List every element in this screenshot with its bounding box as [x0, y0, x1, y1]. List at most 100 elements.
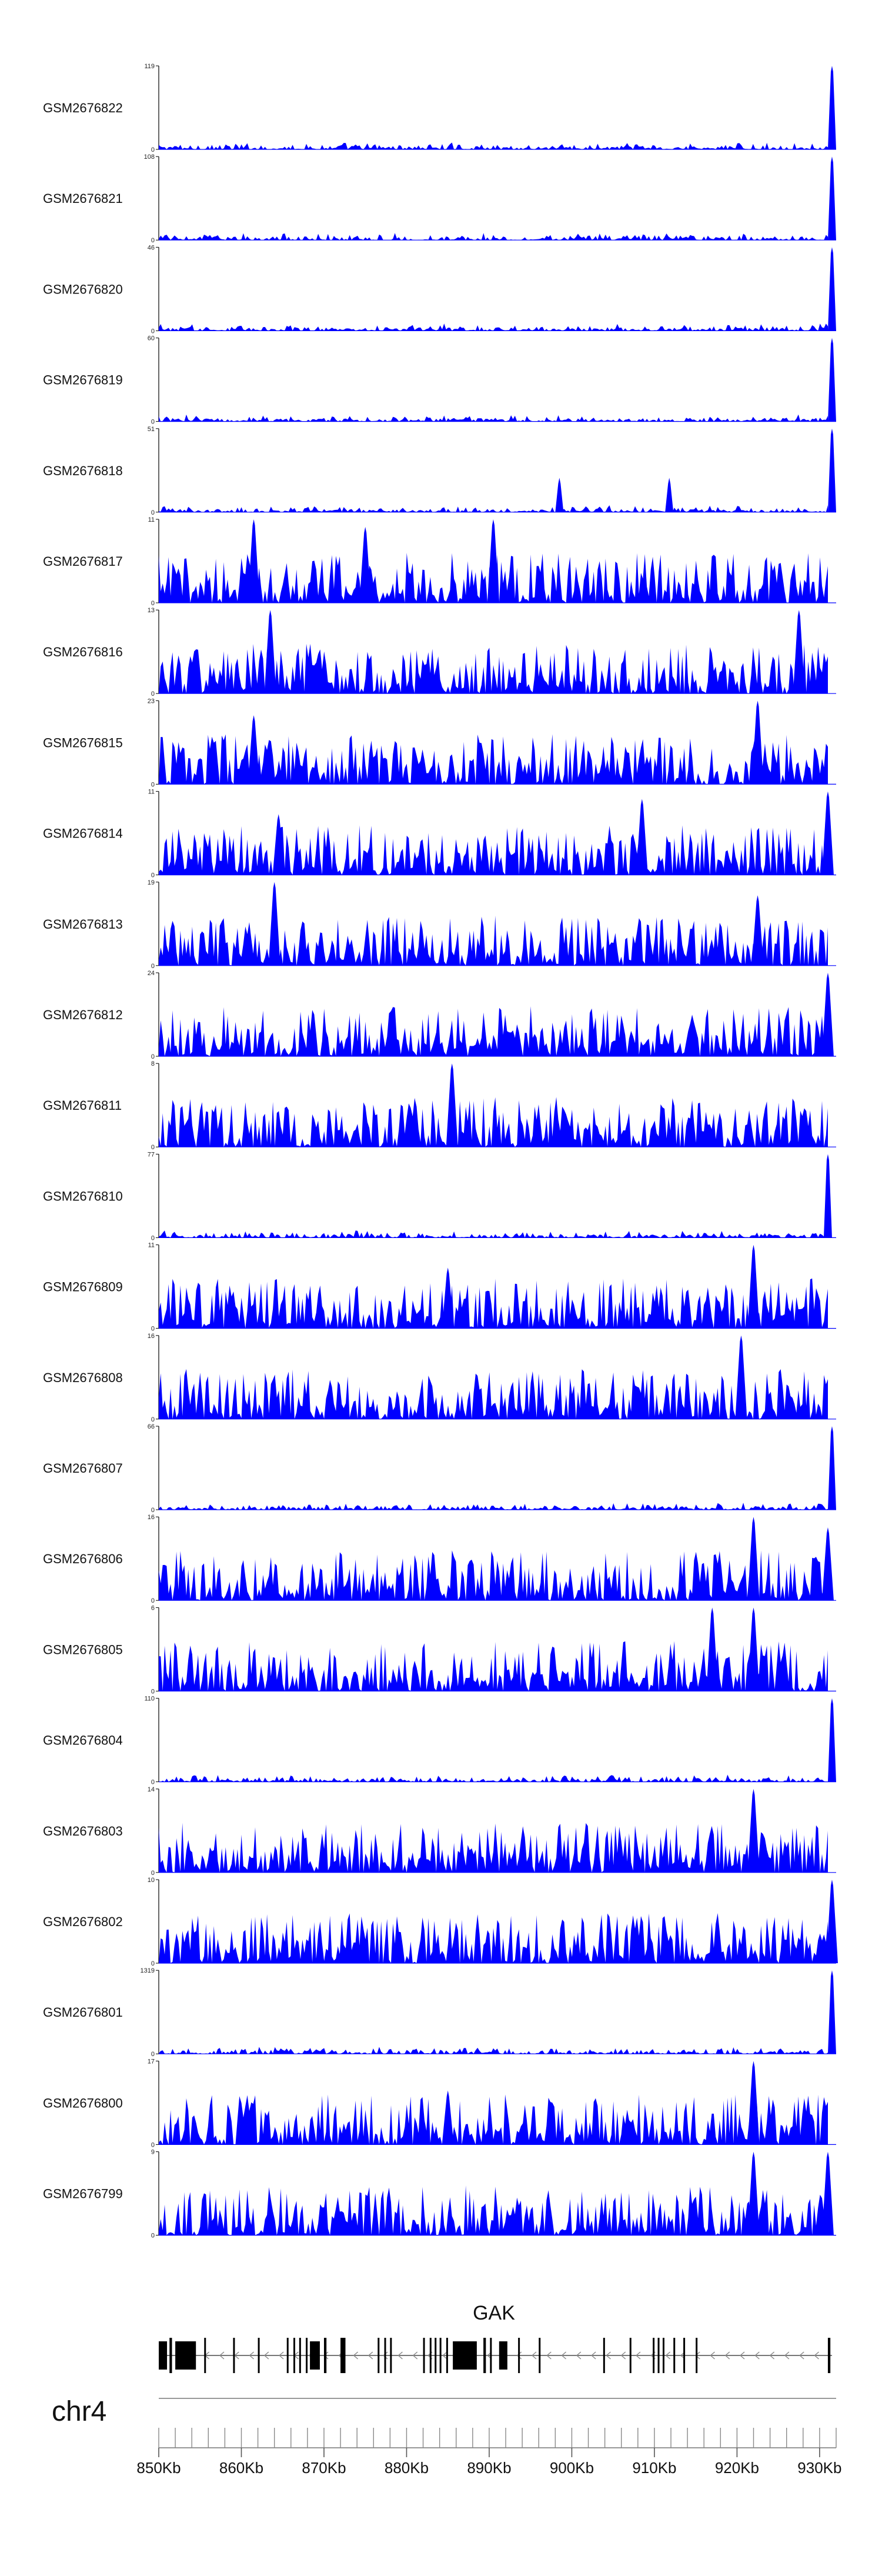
- y-min-label: 0: [151, 963, 155, 970]
- signal-area: [159, 2094, 828, 2145]
- strand-arrow: [279, 2351, 284, 2360]
- track-label: GSM2676819: [43, 373, 123, 388]
- signal-area: [159, 643, 828, 694]
- peak: [827, 156, 836, 241]
- track-GSM2676802: GSM2676802 10 0: [43, 1877, 838, 1967]
- strand-arrow: [754, 2351, 760, 2360]
- peak: [827, 1970, 836, 2054]
- track-label: GSM2676812: [43, 1007, 123, 1022]
- exon: [340, 2338, 346, 2373]
- exon: [453, 2341, 477, 2370]
- exon: [518, 2338, 520, 2373]
- peak: [827, 247, 836, 331]
- y-max-label: 11: [148, 1242, 155, 1249]
- track-GSM2676810: GSM2676810 77 0: [43, 1151, 836, 1242]
- peak: [751, 700, 764, 785]
- y-min-label: 0: [151, 781, 155, 788]
- track-GSM2676814: GSM2676814 11 0: [43, 789, 836, 879]
- peak: [442, 2090, 454, 2145]
- strand-arrow: [412, 2351, 418, 2360]
- exon: [429, 2338, 432, 2373]
- gene-name: GAK: [473, 2302, 515, 2324]
- peak: [555, 478, 564, 512]
- exon: [310, 2341, 320, 2370]
- signal-area: [159, 825, 828, 875]
- exon: [306, 2338, 308, 2373]
- signal-area: [159, 1369, 828, 1419]
- strand-arrow: [368, 2351, 373, 2360]
- strand-arrow: [397, 2351, 403, 2360]
- peak: [751, 895, 764, 966]
- exon: [299, 2338, 301, 2373]
- strand-arrow: [546, 2351, 552, 2360]
- y-max-label: 11: [148, 516, 155, 523]
- exon: [377, 2338, 380, 2373]
- peak: [268, 882, 280, 966]
- x-tick-label: 880Kb: [385, 2459, 429, 2477]
- exon: [490, 2338, 492, 2373]
- signal-area: [159, 915, 828, 966]
- y-min-label: 0: [151, 690, 155, 698]
- track-GSM2676800: GSM2676800 17 0: [43, 2058, 836, 2148]
- gene-track: GAK: [159, 2302, 832, 2373]
- track-label: GSM2676821: [43, 191, 123, 206]
- exon: [827, 2338, 831, 2373]
- x-tick-label: 920Kb: [715, 2459, 759, 2477]
- strand-arrow: [784, 2351, 790, 2360]
- peak: [706, 1607, 719, 1691]
- exon: [323, 2338, 327, 2373]
- signal-area: [159, 734, 828, 785]
- track-label: GSM2676804: [43, 1733, 123, 1748]
- y-min-label: 0: [151, 1597, 155, 1604]
- y-min-label: 0: [151, 146, 155, 154]
- peak: [272, 814, 285, 875]
- signal-area: [159, 142, 828, 149]
- peak: [264, 610, 276, 694]
- strand-arrow: [769, 2351, 775, 2360]
- track-label: GSM2676807: [43, 1461, 123, 1476]
- track-GSM2676811: GSM2676811 8 0: [43, 1060, 836, 1151]
- y-min-label: 0: [151, 1326, 155, 1333]
- track-GSM2676803: GSM2676803 14 0: [43, 1786, 836, 1877]
- strand-arrow: [219, 2351, 225, 2360]
- peak: [636, 799, 648, 875]
- peak: [747, 2151, 760, 2235]
- y-min-label: 0: [151, 1688, 155, 1695]
- x-tick-label: 930Kb: [797, 2459, 841, 2477]
- strand-arrow: [665, 2351, 671, 2360]
- y-max-label: 10: [148, 1877, 155, 1884]
- track-GSM2676818: GSM2676818 51 0: [43, 426, 836, 516]
- track-label: GSM2676799: [43, 2187, 123, 2201]
- y-max-label: 9: [151, 2149, 155, 2156]
- signal-area: [159, 233, 828, 241]
- peak: [747, 1517, 760, 1601]
- exon: [286, 2338, 289, 2373]
- signal-area: [159, 1913, 828, 1963]
- y-max-label: 24: [148, 970, 155, 977]
- peak: [442, 1267, 454, 1329]
- exon: [439, 2338, 442, 2373]
- signal-area: [159, 2185, 828, 2235]
- exon: [423, 2338, 425, 2373]
- track-GSM2676808: GSM2676808 16 0: [43, 1333, 836, 1423]
- track-GSM2676813: GSM2676813 19 0: [43, 879, 836, 970]
- x-tick-label: 900Kb: [550, 2459, 594, 2477]
- y-min-label: 0: [151, 600, 155, 607]
- y-min-label: 0: [151, 2233, 155, 2240]
- track-label: GSM2676820: [43, 282, 123, 296]
- x-tick-label: 890Kb: [467, 2459, 511, 2477]
- track-label: GSM2676805: [43, 1642, 123, 1657]
- strand-arrow: [695, 2351, 700, 2360]
- signal-area: [159, 553, 828, 603]
- x-tick-label: 850Kb: [136, 2459, 181, 2477]
- track-GSM2676812: GSM2676812 24 0: [43, 970, 836, 1060]
- x-tick-label: 910Kb: [632, 2459, 676, 2477]
- peak: [747, 1244, 760, 1329]
- strand-arrow: [263, 2351, 269, 2360]
- y-max-label: 51: [148, 426, 155, 433]
- exon: [293, 2338, 295, 2373]
- y-min-label: 0: [151, 1053, 155, 1060]
- track-label: GSM2676814: [43, 826, 123, 841]
- track-GSM2676809: GSM2676809 11 0: [43, 1242, 836, 1333]
- y-max-label: 23: [148, 698, 155, 705]
